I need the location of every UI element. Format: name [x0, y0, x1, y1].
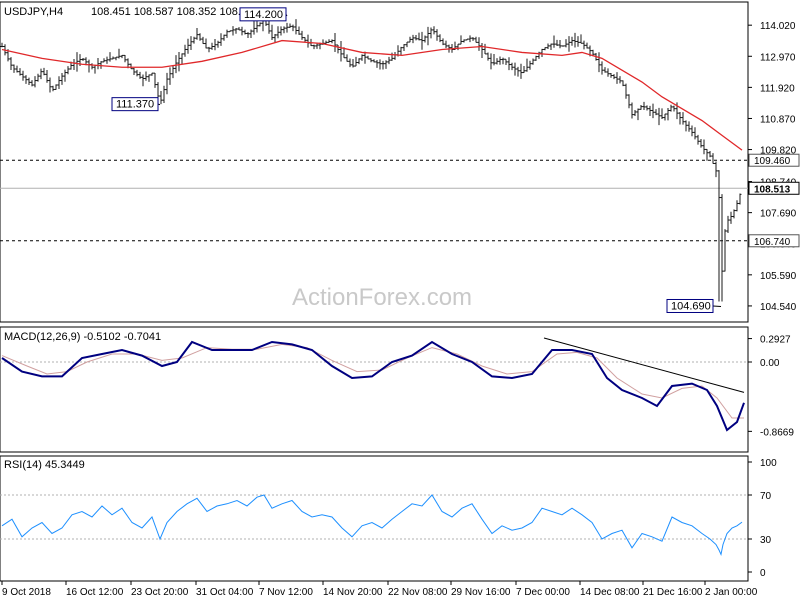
price-y-tick-label: 107.690: [760, 209, 797, 220]
callout-low-box: [666, 298, 714, 313]
price-level-label: 109.460: [754, 156, 791, 167]
price-y-tick-label: 109.820: [760, 146, 797, 157]
macd-pane: MACD(12,26,9) -0.5102 -0.7041 0.2927 0.00…: [0, 326, 794, 453]
price-header-ohlc: 108.451 108.587 108.352 108.513: [91, 6, 259, 18]
rsi-levels: [0, 494, 748, 540]
macd-pane-frame: [0, 326, 749, 453]
macd-y-tick-label: -0.8669: [760, 427, 794, 438]
rsi-y-tick-label: 100: [760, 458, 777, 469]
callout-high-label: 114.200: [244, 9, 283, 21]
date-tick-label: 2 Jan 00:00: [705, 587, 758, 598]
price-level-label: 108.513: [754, 184, 791, 195]
rsi-y-tick-label: 30: [760, 535, 772, 546]
price-bars: [0, 15, 742, 302]
date-tick-label: 23 Oct 20:00: [131, 587, 189, 598]
price-y-tick-label: 110.870: [760, 114, 796, 125]
rsi-y-tick-label: 70: [760, 491, 772, 502]
callout-low-leader: [712, 305, 722, 307]
date-tick-label: 21 Dec 16:00: [643, 587, 703, 598]
macd-header: MACD(12,26,9) -0.5102 -0.7041: [4, 331, 161, 343]
date-tick-label: 9 Oct 2018: [2, 587, 51, 598]
callout-low-label: 104.690: [671, 300, 711, 312]
rsi-header: RSI(14) 45.3449: [4, 459, 85, 471]
macd-y-tick-label: 0.00: [760, 358, 780, 369]
price-level-box: [748, 153, 800, 167]
price-y-tick-label: 105.590: [760, 271, 797, 282]
price-levels: 109.460 108.513 106.740: [0, 153, 800, 248]
macd-trendline: [543, 337, 745, 393]
price-y-tick-label: 104.540: [760, 302, 797, 313]
date-tick-label: 16 Oct 12:00: [66, 587, 124, 598]
date-tick-label: 29 Nov 16:00: [451, 587, 511, 598]
callout-high-box: [239, 7, 287, 22]
price-callouts: 114.200 111.370 104.690: [111, 7, 722, 313]
macd-y-axis: 0.2927 0.00 -0.8669: [748, 335, 794, 438]
rsi-y-axis: 100 70 30 0: [748, 458, 777, 579]
date-axis: 9 Oct 2018 16 Oct 12:00 23 Oct 20:00 31 Oct…: [1, 581, 758, 598]
price-pane: ActionForex.com USDJPY,H4 108.451 108.58…: [0, 1, 800, 323]
price-y-tick-label: 112.970: [760, 52, 796, 63]
price-level-box: [748, 234, 800, 248]
rsi-pane-frame: [0, 455, 749, 582]
price-level-label: 106.740: [754, 237, 791, 248]
date-tick-label: 14 Dec 08:00: [580, 587, 640, 598]
date-tick-label: 14 Nov 20:00: [323, 587, 383, 598]
rsi-y-tick-label: 0: [760, 568, 766, 579]
price-y-tick-label: 111.920: [760, 83, 795, 94]
watermark: ActionForex.com: [292, 284, 472, 311]
price-header-symbol: USDJPY,H4: [4, 6, 63, 18]
rsi-line: [1, 494, 743, 557]
rsi-pane: RSI(14) 45.3449 100 70 30 0: [0, 455, 777, 582]
callout-mid-box: [111, 97, 159, 112]
price-y-tick-label: 114.020: [760, 21, 796, 32]
price-pane-frame: [0, 1, 749, 323]
macd-y-tick-label: 0.2927: [760, 335, 791, 346]
callout-mid-label: 111.370: [116, 99, 154, 111]
date-tick-label: 22 Nov 08:00: [388, 587, 448, 598]
macd-line: [1, 340, 745, 432]
date-tick-label: 7 Dec 00:00: [516, 587, 570, 598]
date-tick-label: 7 Nov 12:00: [259, 587, 313, 598]
price-level-box: [748, 181, 800, 195]
moving-average-line: [1, 39, 743, 151]
macd-signal-line: [1, 343, 744, 419]
date-tick-label: 31 Oct 04:00: [196, 587, 254, 598]
